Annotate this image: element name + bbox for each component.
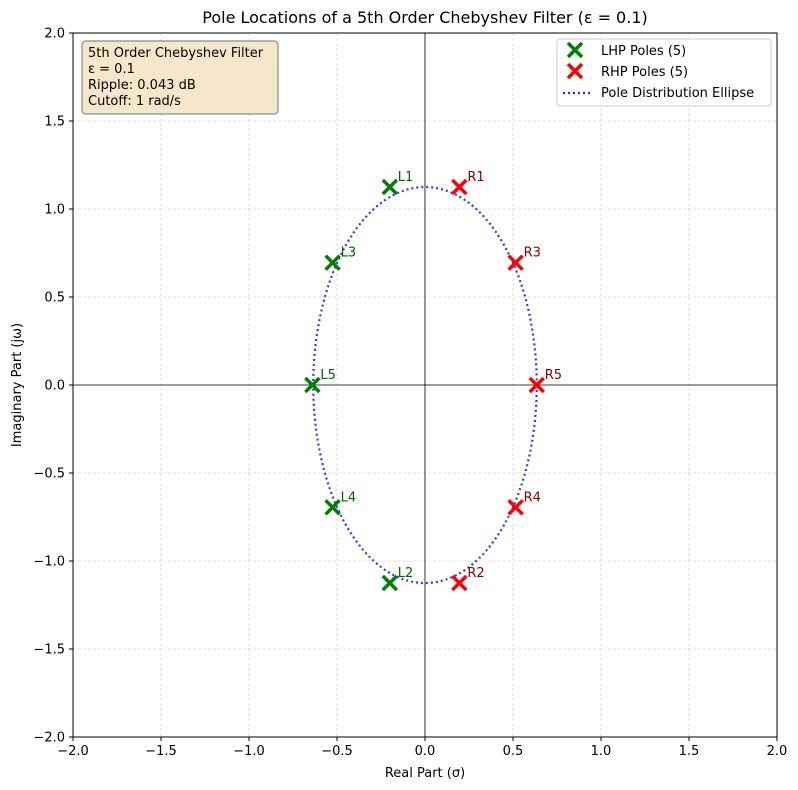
x-tick-label-0: −2.0 (57, 744, 89, 759)
legend-marker-lhp (566, 41, 584, 59)
y-tick-label-6: 1.0 (44, 203, 65, 218)
pole-label-r4: R4 (524, 490, 541, 505)
pole-marker-r3 (507, 254, 524, 271)
y-tick-label-3: −0.5 (33, 467, 65, 482)
y-tick-label-4: 0.0 (44, 379, 65, 394)
pole-marker-l4 (324, 499, 341, 516)
x-tick-label-5: 0.5 (503, 744, 524, 759)
info-line-epsilon: ε = 0.1 (88, 62, 135, 77)
pole-marker-r2 (451, 574, 468, 592)
y-tick-label-0: −2.0 (33, 731, 65, 746)
zero-axes (73, 33, 777, 737)
ticks: −2.0 −1.5 −1.0 −0.5 0.0 0.5 1.0 1.5 2.0 −2.0 −1.5 −… (33, 27, 787, 760)
legend-frame (556, 38, 772, 107)
y-tick-label-1: −1.5 (33, 643, 65, 658)
info-box: 5th Order Chebyshev Filter ε = 0.1 Rippl… (81, 40, 279, 115)
pole-marker-r1 (451, 178, 468, 196)
y-tick-label-5: 0.5 (44, 291, 65, 306)
x-tick-label-4: 0.0 (415, 744, 436, 759)
legend-label-lhp: LHP Poles (5) (601, 44, 686, 59)
x-tick-label-1: −1.5 (145, 744, 177, 759)
pole-marker-l5 (304, 376, 321, 394)
legend: LHP Poles (5) RHP Poles (5) Pole Distrib… (556, 38, 772, 107)
x-tick-label-6: 1.0 (591, 744, 612, 759)
x-tick-label-2: −1.0 (233, 744, 265, 759)
pole-label-r5: R5 (545, 368, 562, 383)
pole-label-r2: R2 (467, 566, 484, 581)
pole-label-r3: R3 (524, 246, 541, 261)
pole-label-l3: L3 (341, 246, 357, 261)
x-tick-label-7: 1.5 (679, 744, 700, 759)
x-tick-label-8: 2.0 (767, 744, 788, 759)
points-layer: L1 L2 L3 L4 L5 R1 R2 R3 R4 R5 (304, 170, 562, 592)
info-line-title: 5th Order Chebyshev Filter (88, 46, 264, 61)
legend-label-ellipse: Pole Distribution Ellipse (601, 86, 754, 101)
info-line-ripple: Ripple: 0.043 dB (88, 78, 196, 93)
x-tick-label-3: −0.5 (321, 744, 353, 759)
pole-label-l1: L1 (398, 170, 414, 185)
legend-label-rhp: RHP Poles (5) (601, 65, 688, 80)
y-tick-label-2: −1.0 (33, 555, 65, 570)
info-box-background (81, 40, 279, 115)
pole-label-l4: L4 (341, 490, 357, 505)
x-axis-title: Real Part (σ) (385, 766, 465, 781)
pole-label-l5: L5 (320, 368, 336, 383)
pole-marker-r4 (507, 499, 524, 516)
pole-marker-r5 (528, 376, 545, 394)
chart-title: Pole Locations of a 5th Order Chebyshev … (202, 8, 648, 27)
legend-marker-rhp (566, 62, 584, 80)
pole-marker-l1 (381, 178, 399, 196)
info-line-cutoff: Cutoff: 1 rad/s (88, 94, 181, 109)
pole-marker-l3 (324, 254, 341, 271)
pole-label-l2: L2 (398, 566, 414, 581)
pole-label-r1: R1 (467, 170, 484, 185)
plot-area: L1 L2 L3 L4 L5 R1 R2 R3 R4 R5 (72, 32, 778, 738)
y-tick-label-7: 1.5 (44, 115, 65, 130)
y-axis-title: Imaginary Part (jω) (10, 323, 25, 447)
y-tick-label-8: 2.0 (44, 27, 65, 42)
pole-marker-l2 (381, 574, 399, 592)
